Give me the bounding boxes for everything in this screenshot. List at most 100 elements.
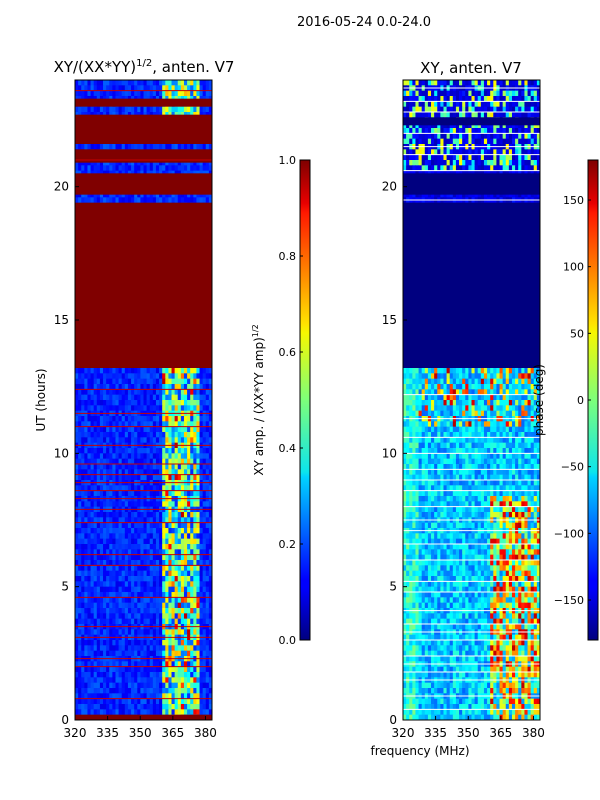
heatmap-cell: [106, 517, 110, 524]
heatmap-cell: [187, 592, 191, 598]
heatmap-cell: [159, 544, 163, 550]
heatmap-cell: [112, 581, 116, 588]
heatmap-cell: [177, 576, 182, 582]
heatmap-cell: [196, 602, 201, 609]
heatmap-cell: [103, 661, 107, 668]
heatmap-cell: [134, 373, 138, 380]
heatmap-cell: [193, 522, 197, 529]
heatmap-cell: [155, 432, 160, 438]
heatmap-cell: [137, 458, 141, 465]
heatmap-cell: [78, 437, 82, 444]
heatmap-cell: [99, 474, 104, 481]
heatmap-cell: [78, 522, 82, 529]
heatmap-cell: [75, 565, 79, 572]
heatmap-cell: [143, 560, 148, 566]
heatmap-cell: [180, 373, 185, 380]
heatmap-cell: [159, 613, 163, 620]
heatmap-cell: [84, 394, 88, 401]
heatmap-cell: [143, 677, 148, 684]
heatmap-cell: [140, 533, 144, 540]
heatmap-cell: [115, 490, 120, 497]
heatmap-cell: [81, 549, 85, 556]
heatmap-cell: [193, 544, 197, 550]
heatmap-cell: [171, 90, 176, 97]
heatmap-cell: [187, 373, 191, 380]
heatmap-cell: [127, 560, 132, 566]
heatmap-cell: [75, 80, 79, 86]
heatmap-cell: [134, 666, 138, 673]
heatmap-cell: [90, 197, 95, 204]
heatmap-cell: [106, 90, 110, 97]
heatmap-cell: [171, 517, 176, 524]
heatmap-cell: [159, 394, 163, 401]
heatmap-cell: [168, 661, 173, 668]
heatmap-cell: [118, 522, 123, 529]
heatmap-cell: [134, 528, 138, 534]
heatmap-cell: [152, 597, 157, 604]
heatmap-cell: [162, 650, 166, 657]
heatmap-cell: [190, 528, 194, 534]
heatmap-cell: [99, 661, 104, 668]
heatmap-cell: [183, 512, 188, 518]
heatmap-cell: [112, 682, 116, 689]
heatmap-cell: [112, 586, 116, 593]
heatmap-cell: [90, 576, 95, 582]
heatmap-cell: [205, 448, 210, 454]
heatmap-cell: [81, 608, 85, 614]
heatmap-cell: [115, 165, 120, 172]
heatmap-cell: [149, 474, 154, 481]
heatmap-cell: [93, 618, 98, 625]
heatmap-cell: [75, 629, 79, 636]
heatmap-cell: [193, 373, 197, 380]
heatmap-cell: [205, 581, 210, 588]
heatmap-cell: [90, 144, 95, 150]
heatmap-cell: [137, 554, 141, 561]
heatmap-cell: [118, 618, 123, 625]
heatmap-cell: [131, 645, 135, 652]
heatmap-cell: [152, 592, 157, 598]
heatmap-cell: [78, 192, 82, 198]
heatmap-cell: [124, 160, 129, 166]
heatmap-cell: [174, 672, 179, 678]
heatmap-cell: [193, 501, 197, 508]
heatmap-cell: [202, 80, 207, 86]
heatmap-cell: [183, 581, 188, 588]
heatmap-cell: [81, 645, 85, 652]
heatmap-cell: [199, 672, 204, 678]
heatmap-cell: [199, 464, 204, 470]
heatmap-cell: [162, 469, 166, 476]
heatmap-cell: [168, 165, 173, 172]
heatmap-cell: [81, 432, 85, 438]
heatmap-cell: [93, 197, 98, 204]
heatmap-cell: [168, 400, 173, 406]
heatmap-cell: [190, 661, 194, 668]
heatmap-cell: [177, 581, 182, 588]
heatmap-cell: [75, 368, 79, 374]
heatmap-cell: [93, 448, 98, 454]
heatmap-cell: [115, 160, 120, 166]
heatmap-cell: [118, 373, 123, 380]
heatmap-cell: [112, 613, 116, 620]
heatmap-cell: [190, 608, 194, 614]
heatmap-cell: [162, 597, 166, 604]
heatmap-cell: [159, 453, 163, 460]
heatmap-cell: [81, 576, 85, 582]
heatmap-cell: [140, 597, 144, 604]
heatmap-cell: [134, 661, 138, 668]
heatmap-cell: [196, 368, 201, 374]
heatmap-cell: [155, 672, 160, 678]
heatmap-cell: [131, 528, 135, 534]
heatmap-cell: [103, 533, 107, 540]
heatmap-cell: [177, 586, 182, 593]
heatmap-cell: [115, 517, 120, 524]
heatmap-cell: [149, 426, 154, 433]
heatmap-cell: [84, 378, 88, 385]
heatmap-cell: [131, 544, 135, 550]
heatmap-cell: [159, 144, 163, 150]
heatmap-cell: [84, 197, 88, 204]
heatmap-cell: [87, 416, 92, 422]
heatmap-cell: [152, 677, 157, 684]
heatmap-cell: [137, 192, 141, 198]
heatmap-cell: [87, 533, 92, 540]
heatmap-cell: [199, 80, 204, 86]
